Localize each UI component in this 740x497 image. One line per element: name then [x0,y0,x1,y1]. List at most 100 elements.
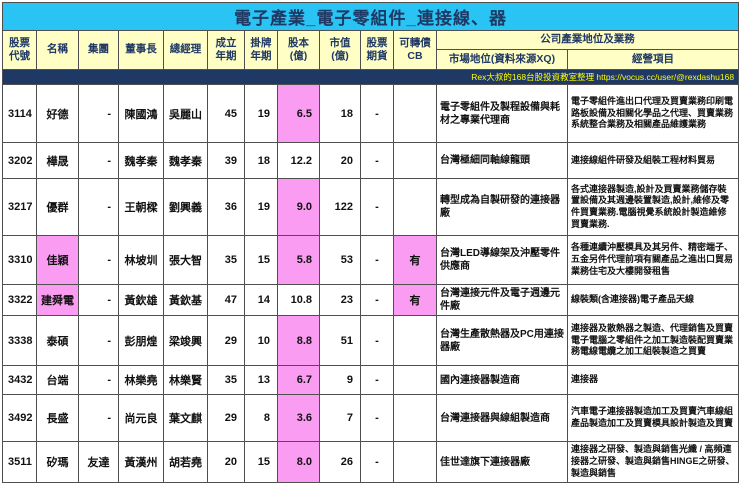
cell-chairman: 黃欽雄 [118,284,164,316]
col-header-industry-group: 公司產業地位及業務 [435,30,740,50]
cell-futures: - [360,235,394,285]
cell-chairman: 王朝樑 [118,178,164,236]
cell-code: 3432 [2,365,37,395]
cell-market-cap: 18 [319,84,361,143]
cell-name: 佳穎 [36,235,79,285]
cell-name: 好德 [36,84,79,143]
table-row: 3511 矽瑪 友達 黃漢州 胡若堯 20 15 8.0 26 - 佳世達旗下連… [2,441,740,483]
cell-group: - [78,142,119,179]
cell-cb [393,178,437,236]
cell-founded: 47 [207,284,245,316]
cell-chairman: 魏孝秦 [118,142,164,179]
cell-capital: 8.8 [277,315,320,366]
cell-market-cap: 122 [319,178,361,236]
cell-operations: 各式連接器製造,設計及買賣業務儲存裝置設備及其週邊裝置製造,設計,維修及零件買賣… [566,178,740,236]
cell-operations: 線裝類(含連接器)電子產品天線 [566,284,740,316]
cell-founded: 29 [207,315,245,366]
cell-chairman: 陳國鴻 [118,84,164,143]
table-row: 3202 樺晟 - 魏孝秦 魏孝秦 39 18 12.2 20 - 台灣極細同軸… [2,142,740,179]
cell-gm: 魏孝秦 [163,142,208,179]
cell-name: 矽瑪 [36,441,79,483]
cell-cb [393,315,437,366]
table-row: 3217 優群 - 王朝樑 劉興義 36 19 9.0 122 - 轉型成為自製… [2,178,740,236]
cell-listed: 18 [244,142,278,179]
cell-listed: 13 [244,365,278,395]
cell-code: 3310 [2,235,37,285]
cell-group: - [78,235,119,285]
cell-cb [393,441,437,483]
cell-name: 台端 [36,365,79,395]
cell-market-cap: 53 [319,235,361,285]
cell-futures: - [360,365,394,395]
table-row: 3114 好德 - 陳國鴻 吳麗山 45 19 6.5 18 - 電子零組件及製… [2,84,740,143]
page-title: 電子產業_電子零組件_連接線、器 [1,2,740,31]
cell-group: 友達 [78,441,119,483]
cell-market-position: 轉型成為自製研發的連接器廠 [436,178,568,236]
cell-code: 3114 [2,84,37,143]
cell-code: 3202 [2,142,37,179]
attribution-text: Rex大叔的168台股投資教室整理 https://vocus.cc/user/… [1,69,740,85]
col-header-futures: 股票 期貨 [360,30,394,70]
cell-chairman: 黃漢州 [118,441,164,483]
col-header-cb: 可轉債 CB [393,30,437,70]
cell-gm: 劉興義 [163,178,208,236]
cell-name: 樺晟 [36,142,79,179]
cell-code: 3322 [2,284,37,316]
cell-group: - [78,394,119,442]
cell-futures: - [360,84,394,143]
cell-founded: 36 [207,178,245,236]
header-row-bottom: 市場地位(資料來源XQ) 經營項目 [3,49,740,70]
cell-listed: 15 [244,235,278,285]
cell-operations: 連接器 [566,365,740,395]
cell-operations: 各種連續沖壓模具及其另件、精密端子、五金另件代理前項有關產品之進出口貿易業務住宅… [566,235,740,285]
cell-listed: 15 [244,441,278,483]
cell-cb [393,394,437,442]
cell-capital: 12.2 [277,142,320,179]
cell-operations: 連接器及散熱器之製造、代理銷售及買賣電子電腦之零組件之加工製造裝配買賣業務電線電… [566,315,740,366]
cell-futures: - [360,394,394,442]
col-header-founded: 成立 年期 [207,30,245,70]
table-row: 3492 長盛 - 尚元良 葉文麒 29 8 3.6 7 - 台灣連接器與線組製… [2,394,740,442]
cell-operations: 連接器之研發、製造與銷售光纖 / 高頻連接器之研發、製造與銷售HINGE之研發、… [566,441,740,483]
cell-futures: - [360,284,394,316]
cell-capital: 9.0 [277,178,320,236]
cell-chairman: 林坡圳 [118,235,164,285]
cell-capital: 6.5 [277,84,320,143]
cell-listed: 19 [244,84,278,143]
cell-market-position: 國內連接器製造商 [436,365,568,395]
cell-name: 長盛 [36,394,79,442]
cell-futures: - [360,178,394,236]
cell-group: - [78,178,119,236]
cell-founded: 39 [207,142,245,179]
cell-market-cap: 23 [319,284,361,316]
col-header-chairman: 董事長 [118,30,164,70]
cell-chairman: 林樂堯 [118,365,164,395]
cell-name: 泰碩 [36,315,79,366]
col-header-group: 集團 [78,30,119,70]
cell-market-cap: 26 [319,441,361,483]
cell-listed: 8 [244,394,278,442]
cell-cb [393,365,437,395]
cell-cb [393,142,437,179]
cell-market-position: 佳世達旗下連接器廠 [436,441,568,483]
cell-code: 3492 [2,394,37,442]
table-row: 3310 佳穎 - 林坡圳 張大智 35 15 5.8 53 - 有 台灣LED… [2,235,740,285]
table-row: 3322 建舜電 - 黃欽雄 黃欽基 47 14 10.8 23 - 有 台灣連… [2,284,740,316]
cell-listed: 10 [244,315,278,366]
cell-market-position: 電子零組件及製程設備與耗材之專業代理商 [436,84,568,143]
cell-gm: 黃欽基 [163,284,208,316]
cell-chairman: 尚元良 [118,394,164,442]
cell-operations: 汽車電子連接器製造加工及買賣汽車線組產品製造加工及買賣模具設計製造及買賣 [566,394,740,442]
cell-market-position: 台灣LED導線架及沖壓零件供應商 [436,235,568,285]
table-row: 3338 泰碩 - 彭朋煌 梁竣興 29 10 8.8 51 - 台灣生產散熱器… [2,315,740,366]
cell-cb: 有 [393,235,437,285]
col-header-market-position: 市場地位(資料來源XQ) [436,49,568,70]
cell-cb: 有 [393,284,437,316]
cell-chairman: 彭朋煌 [118,315,164,366]
cell-gm: 吳麗山 [163,84,208,143]
cell-capital: 3.6 [277,394,320,442]
col-header-listed: 掛牌 年期 [244,30,278,70]
title-row: 電子產業_電子零組件_連接線、器 [1,2,740,31]
col-header-capital: 股本 (億) [277,30,320,70]
cell-listed: 19 [244,178,278,236]
